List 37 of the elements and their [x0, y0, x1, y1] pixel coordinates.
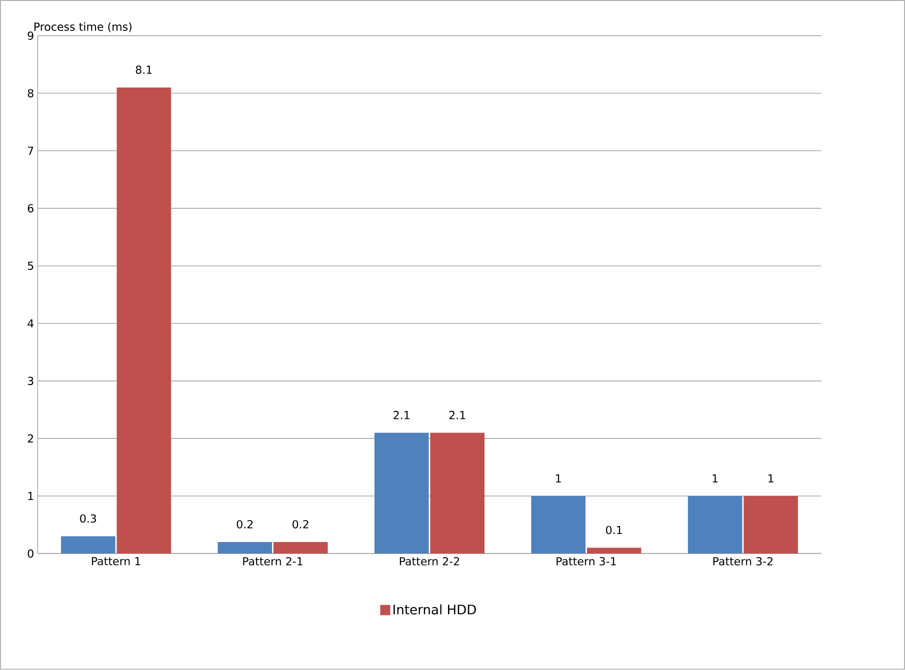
bar: [61, 536, 116, 554]
data-label: 1: [556, 474, 561, 483]
data-label: 0.2: [292, 520, 308, 529]
bar: [744, 496, 798, 554]
y-tick-label: 3: [28, 376, 34, 386]
data-label: 8.1: [136, 66, 152, 74]
bar: [430, 432, 484, 554]
y-tick-label: 1: [28, 492, 34, 500]
bar: [273, 542, 328, 554]
bar: [586, 548, 642, 554]
x-tick-label: Pattern 3-2: [713, 557, 772, 566]
y-tick-label: 7: [28, 146, 34, 155]
data-label: 1: [768, 474, 774, 483]
bar: [374, 432, 429, 554]
y-tick-label: 2: [28, 434, 34, 443]
y-tick-label: 0: [28, 549, 34, 558]
x-tick-label: Pattern 2-2: [400, 557, 460, 566]
y-tick-label: 9: [28, 32, 34, 40]
data-label: 2.1: [449, 411, 466, 420]
x-tick-label: Pattern 2-1: [243, 557, 302, 566]
data-label: 2.1: [394, 411, 410, 420]
bar: [688, 496, 742, 554]
y-tick-label: 8: [28, 89, 34, 98]
bar: [218, 542, 272, 554]
data-label: 0.2: [236, 520, 253, 529]
x-tick-label: Pattern 1: [92, 557, 140, 566]
y-tick-label: 5: [28, 262, 34, 270]
bar: [116, 88, 172, 554]
y-tick-label: 4: [28, 319, 34, 328]
y-axis-title: Process time (ms): [34, 22, 132, 32]
bar: [531, 496, 586, 554]
legend-label: Internal HDD: [394, 604, 476, 615]
data-label: 0.3: [80, 514, 96, 523]
data-label: 1: [712, 474, 718, 483]
y-tick-label: 6: [28, 204, 34, 213]
x-tick-label: Pattern 3-1: [556, 557, 616, 566]
data-label: 0.1: [606, 526, 622, 534]
